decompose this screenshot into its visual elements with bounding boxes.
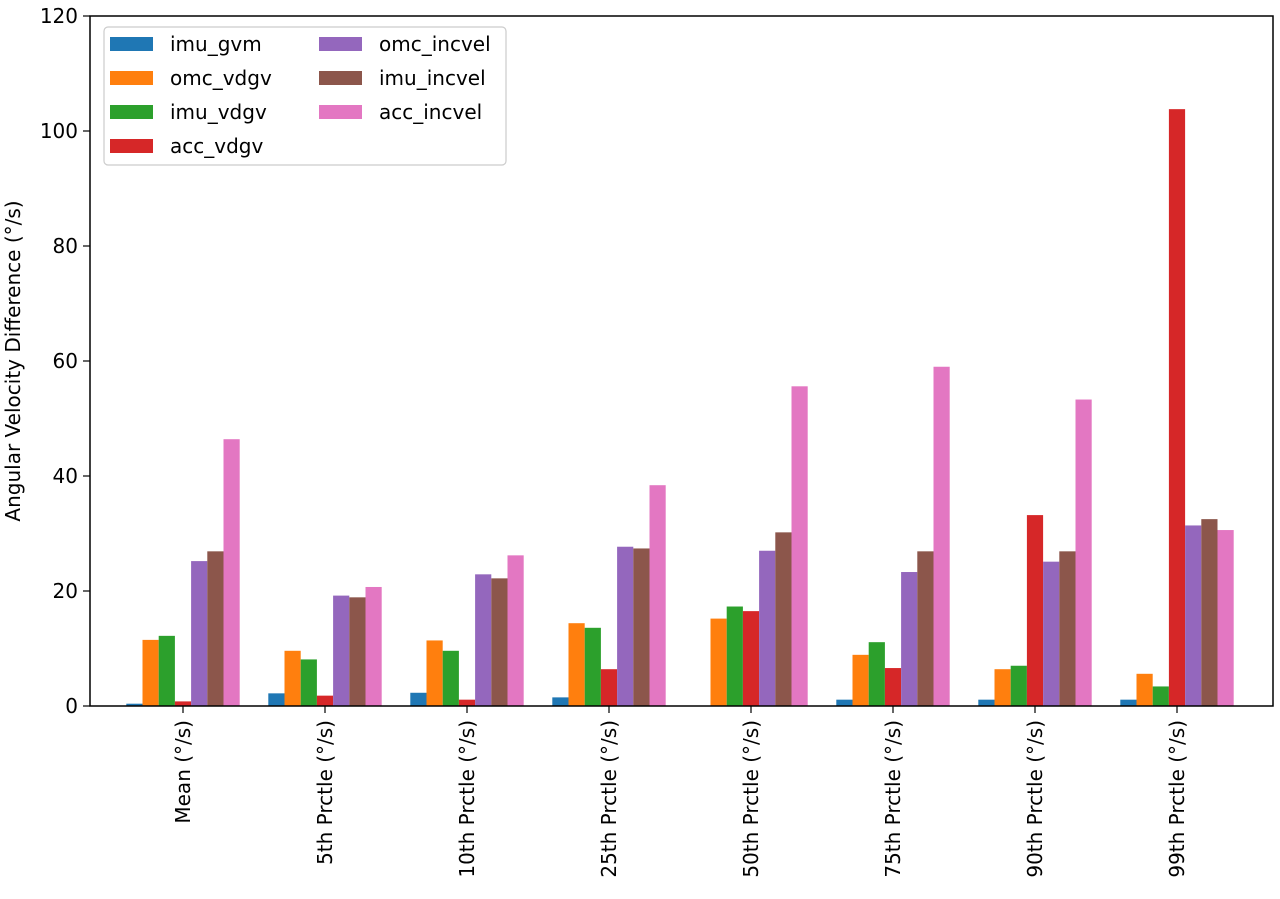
legend-item-imu_vdgv: imu_vdgv [110, 100, 267, 124]
bars-layer [126, 109, 1234, 707]
bar-omc_vdgv-6 [994, 669, 1011, 706]
bar-omc_incvel-1 [333, 595, 350, 706]
bar-imu_gvm-3 [552, 697, 569, 707]
bar-acc_vdgv-4 [742, 611, 760, 707]
y-tick-label: 60 [53, 349, 78, 373]
legend-item-imu_gvm: imu_gvm [110, 32, 262, 56]
bar-omc_vdgv-3 [568, 623, 585, 706]
bar-omc_incvel-6 [1043, 561, 1060, 706]
y-tick-label: 0 [65, 694, 78, 718]
bar-acc_vdgv-3 [600, 669, 618, 706]
bar-omc_incvel-3 [617, 546, 634, 706]
bar-imu_incvel-4 [775, 532, 792, 706]
bar-imu_incvel-2 [491, 578, 508, 706]
bar-omc_vdgv-4 [710, 618, 727, 706]
legend-swatch [110, 105, 153, 119]
bar-imu_vdgv-0 [158, 635, 175, 706]
legend-swatch [110, 139, 153, 153]
bar-omc_incvel-7 [1185, 525, 1202, 706]
x-tick-label: 50th Prctle (°/s) [739, 720, 763, 878]
x-tick-label: 90th Prctle (°/s) [1023, 720, 1047, 878]
legend-item-acc_vdgv: acc_vdgv [110, 134, 263, 158]
bar-imu_incvel-0 [207, 551, 224, 706]
bar-acc_incvel-5 [933, 366, 950, 706]
y-axis-label: Angular Velocity Difference (°/s) [1, 200, 25, 521]
bar-imu_vdgv-4 [726, 606, 743, 706]
bar-imu_incvel-5 [917, 551, 934, 706]
x-tick-label: 99th Prctle (°/s) [1165, 720, 1189, 878]
x-tick-label: 10th Prctle (°/s) [455, 720, 479, 878]
x-tick-label: 25th Prctle (°/s) [597, 720, 621, 878]
bar-omc_incvel-0 [191, 561, 208, 706]
bar-omc_incvel-4 [759, 550, 776, 706]
bar-acc_incvel-3 [649, 485, 666, 706]
y-tick-label: 120 [40, 4, 78, 28]
bar-imu_gvm-0 [126, 703, 143, 706]
axes-layer: 0 20 40 60 80 100 120 Mean (°/s) 5th Prctle (°/s… [40, 4, 1274, 878]
legend-label: imu_vdgv [170, 100, 267, 124]
bar-imu_vdgv-7 [1152, 686, 1169, 706]
legend-label: imu_incvel [379, 66, 486, 90]
bar-acc_vdgv-6 [1026, 515, 1044, 706]
bar-omc_incvel-5 [901, 572, 918, 706]
bar-omc_incvel-2 [475, 574, 492, 706]
legend-swatch [319, 71, 362, 85]
bar-omc_vdgv-5 [852, 654, 869, 706]
legend-swatch [110, 71, 153, 85]
bar-omc_vdgv-2 [426, 640, 443, 706]
bar-imu_vdgv-3 [584, 627, 601, 706]
y-tick-label: 80 [53, 234, 78, 258]
bar-acc_incvel-6 [1075, 399, 1092, 706]
bar-acc_vdgv-7 [1168, 109, 1186, 706]
bar-imu_gvm-2 [410, 692, 427, 706]
legend-swatch [319, 37, 362, 51]
bar-acc_vdgv-2 [458, 699, 476, 706]
bar-acc_vdgv-1 [316, 695, 334, 706]
bar-imu_vdgv-2 [442, 650, 459, 706]
y-tick-label: 20 [53, 579, 78, 603]
legend-item-acc_incvel: acc_incvel [319, 100, 482, 124]
bar-acc_incvel-4 [791, 386, 808, 706]
bar-imu_incvel-3 [633, 548, 650, 706]
x-tick-label: 75th Prctle (°/s) [881, 720, 905, 878]
bar-acc_incvel-2 [507, 555, 524, 706]
legend-label: imu_gvm [170, 32, 262, 56]
bar-omc_vdgv-1 [284, 650, 301, 706]
bar-acc_incvel-7 [1217, 530, 1234, 706]
bar-imu_gvm-7 [1120, 699, 1137, 706]
bar-acc_incvel-0 [223, 439, 240, 706]
bar-omc_vdgv-0 [142, 639, 159, 707]
bar-imu_vdgv-6 [1010, 665, 1027, 706]
bar-acc_vdgv-5 [884, 668, 902, 706]
bar-imu_gvm-6 [978, 699, 995, 706]
bar-imu_incvel-6 [1059, 551, 1076, 706]
legend-label: acc_vdgv [170, 134, 263, 158]
bar-omc_vdgv-7 [1136, 673, 1153, 706]
bar-imu_vdgv-5 [868, 642, 885, 706]
legend-label: omc_vdgv [170, 66, 272, 90]
bar-imu_incvel-1 [349, 597, 366, 706]
legend-item-omc_vdgv: omc_vdgv [110, 66, 272, 90]
legend-swatch [110, 37, 153, 51]
legend-label: acc_incvel [379, 100, 482, 124]
legend-item-imu_incvel: imu_incvel [319, 66, 486, 90]
legend-item-omc_incvel: omc_incvel [319, 32, 491, 56]
bar-imu_incvel-7 [1201, 519, 1218, 707]
y-tick-label: 100 [40, 119, 78, 143]
bar-imu_vdgv-1 [300, 659, 317, 706]
x-tick-label: Mean (°/s) [171, 720, 195, 824]
legend-label: omc_incvel [379, 32, 491, 56]
x-tick-label: 5th Prctle (°/s) [313, 720, 337, 865]
legend: imu_gvm omc_vdgv imu_vdgv acc_vdgv omc_incve… [103, 26, 507, 166]
bar-imu_gvm-1 [268, 693, 285, 706]
bar-acc_incvel-1 [365, 586, 382, 706]
bar-imu_gvm-5 [836, 699, 853, 706]
legend-swatch [319, 105, 362, 119]
y-tick-label: 40 [53, 464, 78, 488]
legend-box [103, 26, 507, 166]
bar-acc_vdgv-0 [174, 701, 192, 706]
